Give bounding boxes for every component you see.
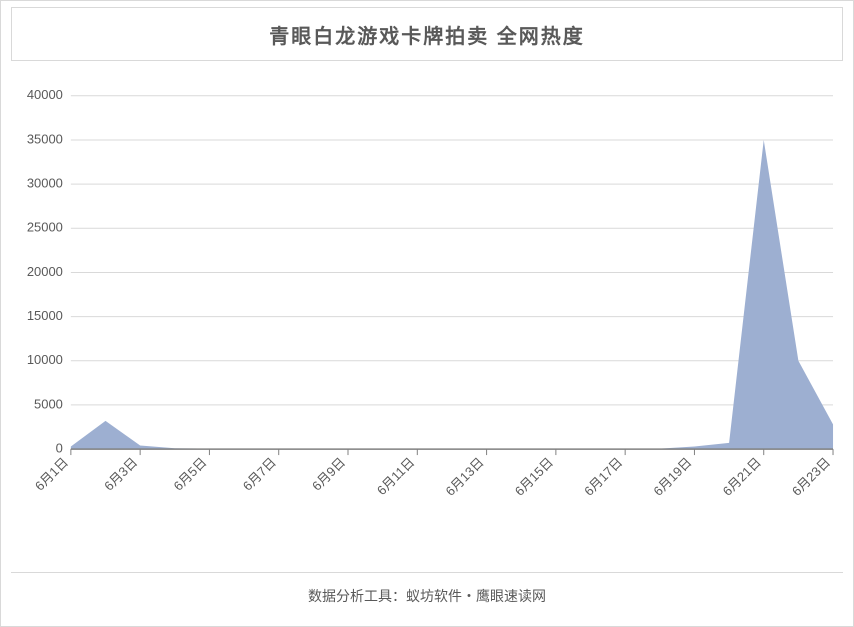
svg-text:0: 0 (56, 441, 63, 456)
svg-text:25000: 25000 (27, 220, 63, 235)
footer-bar: 数据分析工具：蚁坊软件・鹰眼速读网 (11, 572, 843, 618)
x-axis-label: 6月15日 (512, 455, 556, 499)
svg-text:15000: 15000 (27, 308, 63, 323)
svg-text:10000: 10000 (27, 352, 63, 367)
svg-text:20000: 20000 (27, 264, 63, 279)
svg-text:30000: 30000 (27, 176, 63, 191)
x-axis-label: 6月21日 (720, 455, 764, 499)
x-axis-label: 6月9日 (309, 455, 348, 494)
svg-text:35000: 35000 (27, 131, 63, 146)
x-axis-label: 6月13日 (442, 455, 486, 499)
x-axis-label: 6月11日 (374, 455, 418, 498)
x-axis-label: 6月7日 (240, 455, 279, 494)
area-series (71, 140, 833, 449)
x-axis-label: 6月19日 (650, 455, 694, 499)
chart-container: 青眼白龙游戏卡牌拍卖 全网热度 0 5000 10000 15000 20000 2500… (0, 0, 854, 627)
x-axis-label: 6月17日 (581, 455, 625, 499)
footer-text: 数据分析工具：蚁坊软件・鹰眼速读网 (308, 586, 546, 606)
svg-text:40000: 40000 (27, 87, 63, 102)
svg-text:5000: 5000 (34, 396, 63, 411)
plot-area: 0 5000 10000 15000 20000 25000 30000 35000 40000… (11, 77, 843, 542)
x-axis-label: 6月5日 (170, 455, 209, 494)
area-chart-svg: 0 5000 10000 15000 20000 25000 30000 35000 40000… (11, 77, 843, 542)
x-axis-label: 6月1日 (32, 455, 71, 494)
chart-title: 青眼白龙游戏卡牌拍卖 全网热度 (269, 20, 585, 49)
x-axis-label: 6月3日 (101, 455, 140, 494)
x-axis-label: 6月23日 (789, 455, 833, 499)
title-bar: 青眼白龙游戏卡牌拍卖 全网热度 (11, 7, 843, 61)
